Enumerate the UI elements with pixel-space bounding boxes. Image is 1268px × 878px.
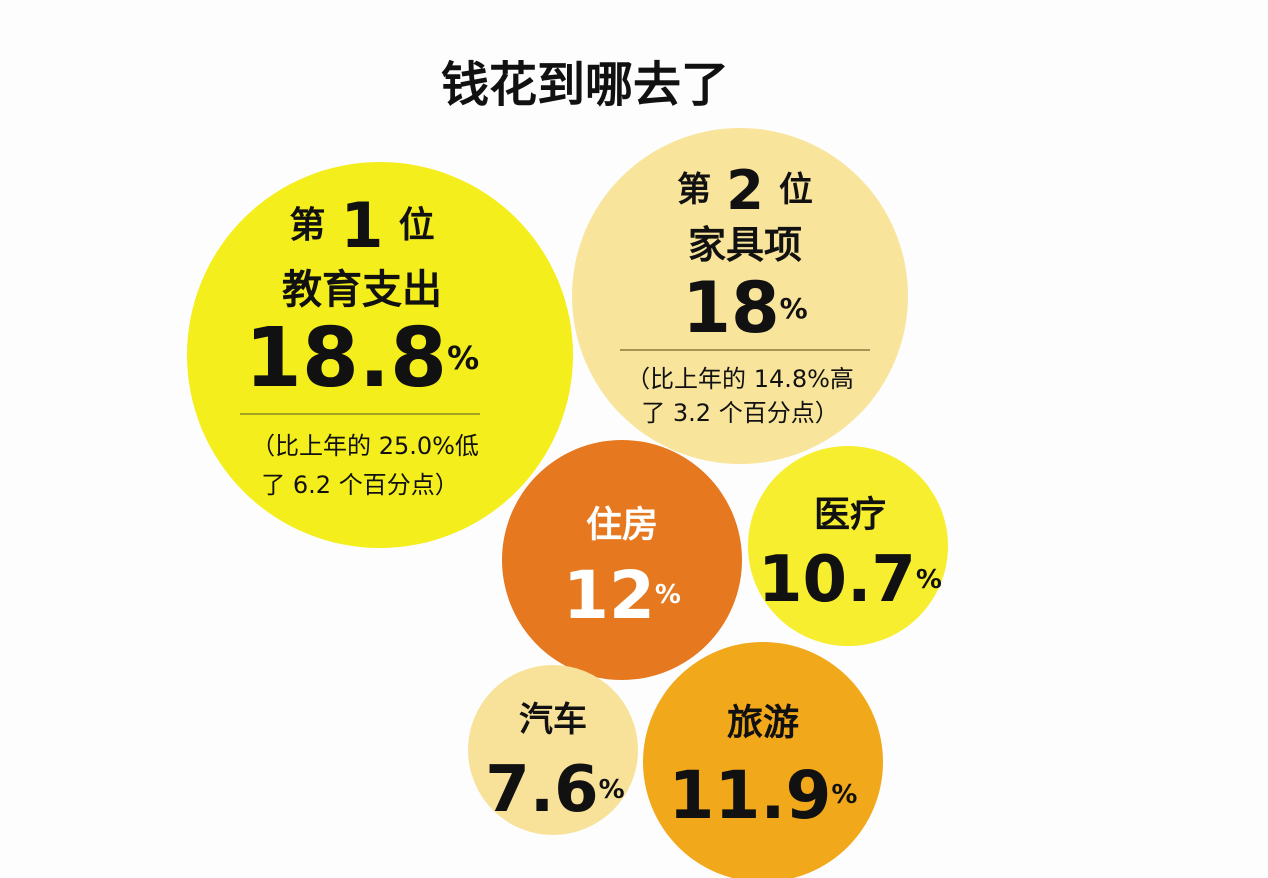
bubble <box>643 642 883 878</box>
bubble <box>187 162 573 548</box>
value-number: 18 <box>682 267 779 349</box>
bubble-label: 汽车 <box>519 700 587 740</box>
value-number: 18.8 <box>245 311 447 406</box>
value-unit: % <box>831 780 857 810</box>
rank-suffix: 位 <box>399 205 435 246</box>
value-unit: % <box>599 775 625 805</box>
bubble-value: 12% <box>563 557 681 634</box>
title: 钱花到哪去了 <box>441 57 729 113</box>
rank: 第 1 位 <box>289 189 434 262</box>
bubble-label: 家具项 <box>688 223 802 267</box>
value-unit: % <box>655 580 681 610</box>
value-unit: % <box>780 292 808 325</box>
bubble-label: 旅游 <box>727 703 799 744</box>
bubble <box>748 446 948 646</box>
note-line: 了 6.2 个百分点） <box>261 471 458 499</box>
bubble-value: 11.9% <box>669 757 858 834</box>
note-line: （比上年的 14.8%高 <box>626 365 854 393</box>
value-number: 12 <box>563 557 655 634</box>
bubble-value: 18.8% <box>245 311 479 406</box>
bubble <box>468 665 638 835</box>
note-line: （比上年的 25.0%低 <box>251 432 479 460</box>
bubble <box>572 128 908 464</box>
value-number: 10.7 <box>758 543 916 617</box>
bubble-label: 住房 <box>586 505 658 546</box>
rank-number: 1 <box>340 189 383 262</box>
rank-prefix: 第 <box>677 170 711 210</box>
bubble-label: 医疗 <box>814 495 886 536</box>
bubble-value: 10.7% <box>758 543 942 617</box>
rank-prefix: 第 <box>289 205 325 246</box>
bubble <box>502 440 742 680</box>
value-number: 11.9 <box>669 757 832 834</box>
rank-number: 2 <box>726 159 764 222</box>
bubble-label: 教育支出 <box>282 267 442 313</box>
bubble-value: 7.6% <box>485 753 624 827</box>
value-number: 7.6 <box>485 753 598 827</box>
note-line: 了 3.2 个百分点） <box>641 399 838 427</box>
rank: 第 2 位 <box>677 159 813 222</box>
rank-suffix: 位 <box>779 170 813 210</box>
value-unit: % <box>447 339 479 377</box>
bubble-value: 18% <box>682 267 807 349</box>
value-unit: % <box>916 565 942 595</box>
